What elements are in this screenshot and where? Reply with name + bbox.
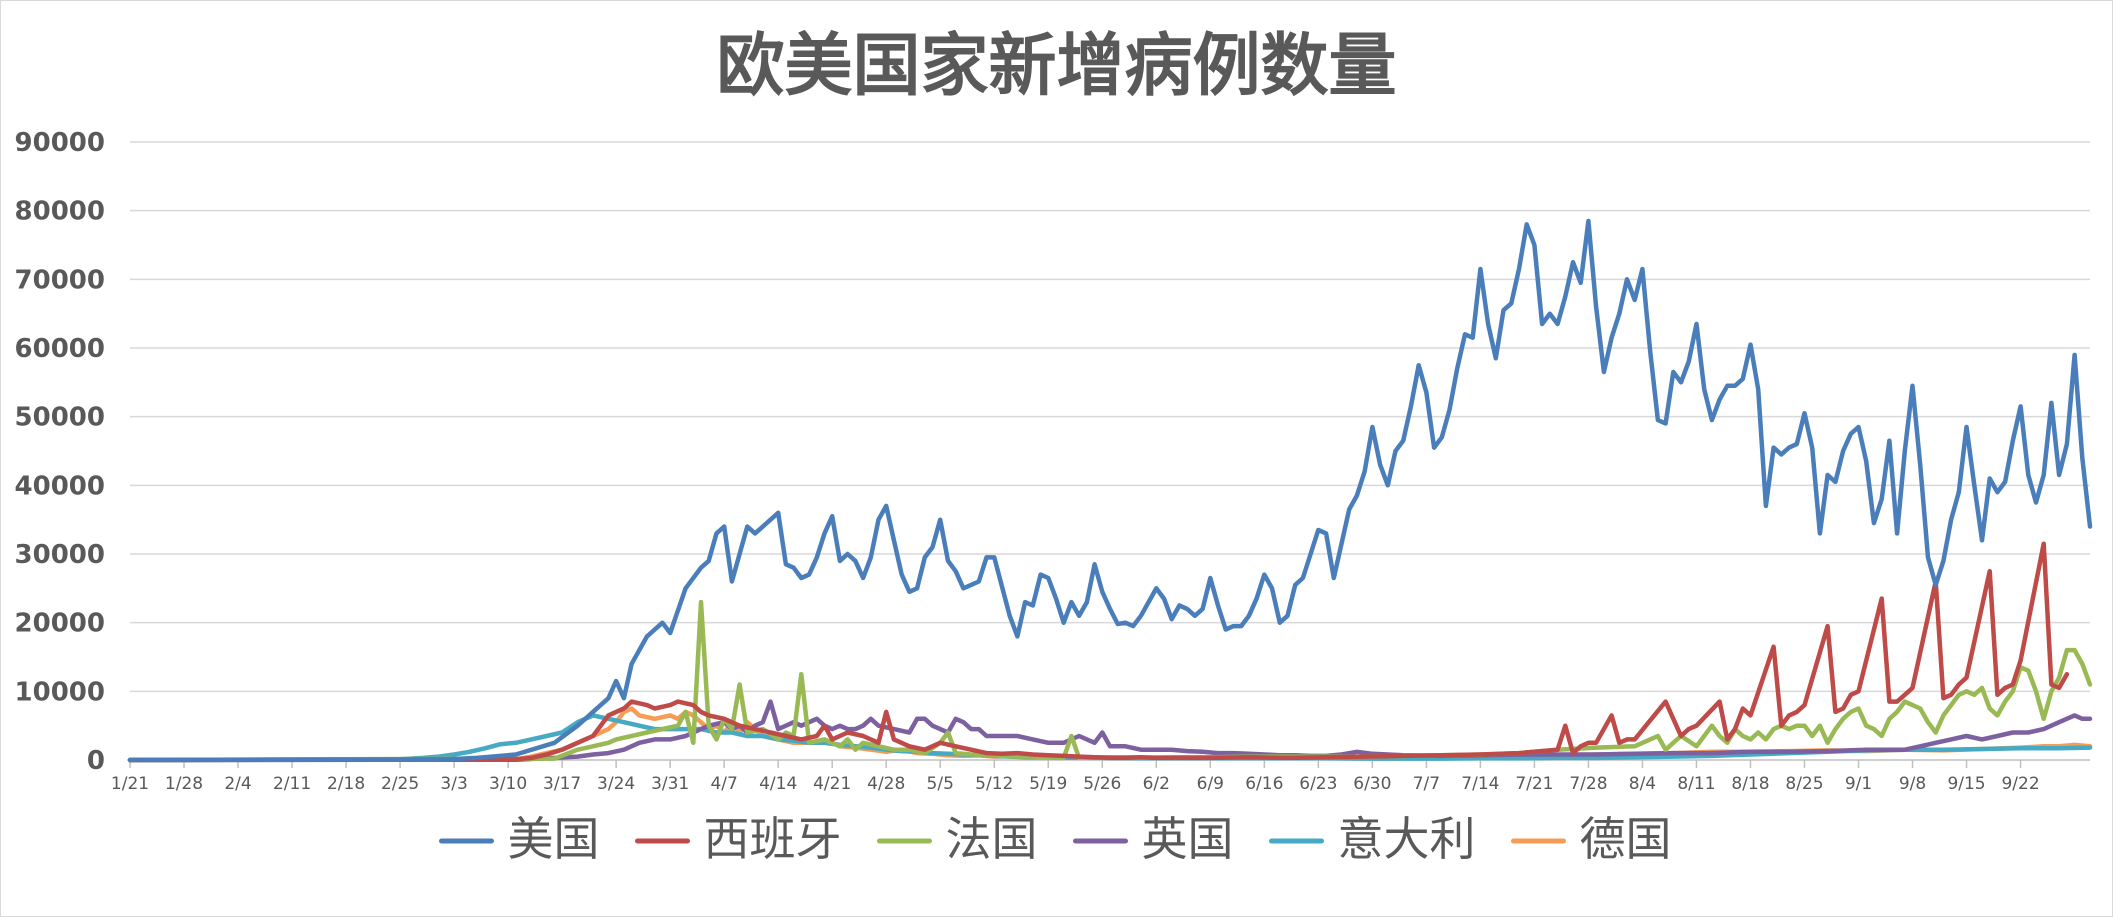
y-tick-label: 50000 bbox=[15, 403, 105, 433]
x-tick-label: 5/12 bbox=[975, 774, 1013, 794]
x-tick-label: 5/19 bbox=[1029, 774, 1067, 794]
y-tick-label: 40000 bbox=[15, 471, 105, 501]
x-tick-label: 4/21 bbox=[813, 774, 851, 794]
x-tick-label: 9/22 bbox=[2001, 774, 2039, 794]
x-axis: 1/21 1/28 2/4 2/11 2/18 2/25 3/3 3/10 3/17 3/24 3/… bbox=[111, 759, 2090, 794]
x-tick-label: 8/11 bbox=[1677, 774, 1715, 794]
x-tick-label: 2/4 bbox=[224, 774, 251, 794]
x-tick-label: 1/28 bbox=[165, 774, 203, 794]
y-tick-label: 60000 bbox=[15, 334, 105, 364]
x-tick-label: 6/16 bbox=[1245, 774, 1283, 794]
y-tick-label: 0 bbox=[87, 746, 105, 776]
x-tick-label: 1/21 bbox=[111, 774, 149, 794]
x-tick-label: 7/28 bbox=[1569, 774, 1607, 794]
legend-label: 英国 bbox=[1142, 812, 1234, 866]
x-tick-label: 6/9 bbox=[1197, 774, 1224, 794]
x-tick-label: 9/1 bbox=[1845, 774, 1872, 794]
series-line-4 bbox=[127, 713, 2093, 763]
x-tick-label: 3/17 bbox=[543, 774, 581, 794]
legend-label: 西班牙 bbox=[704, 812, 842, 866]
legend-item-2: 法国 bbox=[877, 812, 1038, 866]
x-tick-label: 7/14 bbox=[1461, 774, 1499, 794]
x-tick-label: 2/18 bbox=[327, 774, 365, 794]
x-tick-label: 2/25 bbox=[381, 774, 419, 794]
y-tick-label: 20000 bbox=[15, 609, 105, 639]
x-tick-label: 9/8 bbox=[1899, 774, 1926, 794]
x-tick-label: 4/7 bbox=[710, 774, 737, 794]
x-tick-label: 6/30 bbox=[1353, 774, 1391, 794]
legend-item-5: 德国 bbox=[1511, 812, 1672, 866]
legend-item-1: 西班牙 bbox=[635, 812, 842, 866]
y-tick-label: 30000 bbox=[15, 540, 105, 570]
x-tick-label: 3/10 bbox=[489, 774, 527, 794]
x-tick-label: 7/21 bbox=[1515, 774, 1553, 794]
y-tick-label: 80000 bbox=[15, 197, 105, 227]
y-axis-tick-labels: 0 10000 20000 30000 40000 50000 60000 70000 8000… bbox=[15, 128, 105, 776]
series-lines bbox=[127, 218, 2093, 763]
x-tick-label: 8/25 bbox=[1785, 774, 1823, 794]
legend-label: 法国 bbox=[946, 812, 1038, 866]
legend-label: 德国 bbox=[1580, 812, 1672, 866]
x-tick-label: 4/28 bbox=[867, 774, 905, 794]
legend-item-0: 美国 bbox=[439, 812, 600, 866]
x-tick-label: 7/7 bbox=[1413, 774, 1440, 794]
x-tick-label: 6/23 bbox=[1299, 774, 1337, 794]
legend-item-4: 意大利 bbox=[1269, 812, 1476, 866]
x-tick-label: 8/18 bbox=[1731, 774, 1769, 794]
legend-label: 意大利 bbox=[1338, 812, 1476, 866]
series-line-1 bbox=[127, 541, 2070, 763]
y-tick-label: 90000 bbox=[15, 128, 105, 158]
x-tick-label: 4/14 bbox=[759, 774, 797, 794]
series-line-0 bbox=[127, 218, 2093, 763]
chart-title: 欧美国家新增病例数量 bbox=[716, 27, 1397, 106]
x-tick-label: 3/3 bbox=[440, 774, 467, 794]
legend-label: 美国 bbox=[508, 812, 600, 866]
y-tick-label: 10000 bbox=[15, 677, 105, 707]
x-tick-label: 6/2 bbox=[1143, 774, 1170, 794]
x-tick-label: 9/15 bbox=[1947, 774, 1985, 794]
x-tick-label: 5/5 bbox=[927, 774, 954, 794]
series-line-2 bbox=[127, 599, 2093, 763]
y-tick-label: 70000 bbox=[15, 265, 105, 295]
x-tick-label: 8/4 bbox=[1629, 774, 1656, 794]
x-tick-label: 3/24 bbox=[597, 774, 635, 794]
x-tick-label: 2/11 bbox=[273, 774, 311, 794]
x-tick-label: 3/31 bbox=[651, 774, 689, 794]
x-tick-label: 5/26 bbox=[1083, 774, 1121, 794]
legend-item-3: 英国 bbox=[1073, 812, 1234, 866]
legend: 美国 西班牙 法国 英国 意大利 德国 bbox=[439, 812, 1672, 866]
